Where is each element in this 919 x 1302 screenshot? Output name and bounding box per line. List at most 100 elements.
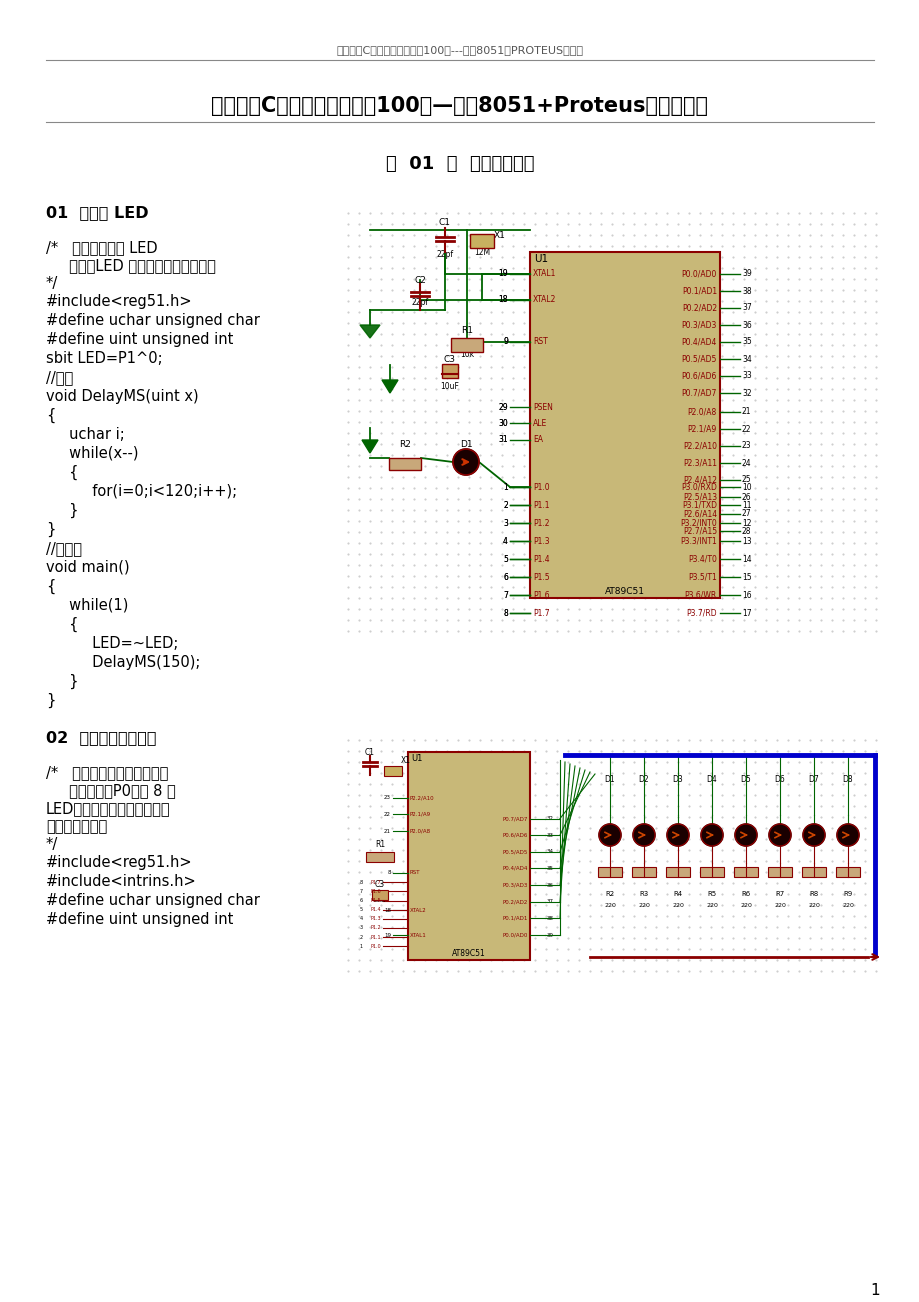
- Text: P0.5/AD5: P0.5/AD5: [502, 849, 528, 854]
- Text: P3.5/T1: P3.5/T1: [687, 573, 716, 582]
- Circle shape: [632, 824, 654, 846]
- Bar: [529, 253, 720, 598]
- Text: D8: D8: [842, 775, 853, 784]
- Text: 39: 39: [742, 270, 751, 279]
- Text: {: {: [46, 617, 78, 633]
- Text: 4: 4: [503, 536, 507, 546]
- Bar: [801, 867, 825, 878]
- Text: 10uF: 10uF: [372, 898, 387, 904]
- Text: 26: 26: [742, 492, 751, 501]
- Text: P0.5/AD5: P0.5/AD5: [681, 354, 716, 363]
- Text: P0.6/AD6: P0.6/AD6: [681, 371, 716, 380]
- Text: P3.0/RXD: P3.0/RXD: [680, 483, 716, 491]
- Text: 29: 29: [498, 402, 507, 411]
- Text: P1.0: P1.0: [370, 944, 380, 949]
- Text: P1.1: P1.1: [532, 500, 549, 509]
- Text: 220: 220: [705, 904, 717, 907]
- Text: P2.0/A8: P2.0/A8: [410, 828, 431, 833]
- Text: //主程序: //主程序: [46, 542, 82, 556]
- Text: */: */: [46, 837, 58, 852]
- Text: 27: 27: [742, 509, 751, 518]
- Text: }: }: [46, 503, 78, 518]
- Text: AT89C51: AT89C51: [451, 949, 485, 958]
- Text: U1: U1: [411, 754, 422, 763]
- Text: XTAL1: XTAL1: [410, 932, 426, 937]
- Text: /*   名称：从左到右的流水灯: /* 名称：从左到右的流水灯: [46, 766, 168, 780]
- Text: 12M: 12M: [473, 247, 490, 256]
- Text: R9: R9: [843, 891, 852, 897]
- Text: 4: 4: [359, 917, 363, 922]
- Text: R1: R1: [375, 840, 385, 849]
- Text: R8: R8: [809, 891, 818, 897]
- Text: #define uchar unsigned char: #define uchar unsigned char: [46, 893, 259, 907]
- Text: {: {: [46, 579, 55, 594]
- Text: #define uchar unsigned char: #define uchar unsigned char: [46, 312, 259, 328]
- Bar: [389, 458, 421, 470]
- Text: P0.4/AD4: P0.4/AD4: [502, 866, 528, 871]
- Text: R7: R7: [775, 891, 784, 897]
- Bar: [371, 891, 388, 900]
- Text: 15: 15: [742, 573, 751, 582]
- Text: C1: C1: [438, 217, 450, 227]
- Text: 18: 18: [383, 907, 391, 913]
- Text: {: {: [46, 408, 55, 423]
- Text: 6: 6: [503, 573, 507, 582]
- Text: while(x--): while(x--): [46, 447, 139, 461]
- Text: #include<intrins.h>: #include<intrins.h>: [46, 874, 197, 889]
- Text: P1.6: P1.6: [532, 591, 549, 599]
- Text: 32: 32: [742, 388, 751, 397]
- Text: P1.1: P1.1: [370, 935, 380, 940]
- Polygon shape: [359, 326, 380, 339]
- Text: 《单片朼C语言程序设计实训100例---基于8051和PROTEUS仿真》: 《单片朼C语言程序设计实训100例---基于8051和PROTEUS仿真》: [336, 46, 583, 55]
- Text: void main(): void main(): [46, 560, 130, 575]
- Text: XTAL2: XTAL2: [532, 296, 556, 305]
- Text: P3.6/WR: P3.6/WR: [684, 591, 716, 599]
- Text: 28: 28: [742, 526, 751, 535]
- Text: P0.1/AD1: P0.1/AD1: [681, 286, 716, 296]
- Text: D1: D1: [460, 440, 471, 449]
- Bar: [631, 867, 655, 878]
- Text: 3: 3: [503, 518, 507, 527]
- Text: 产生走马灯效果: 产生走马灯效果: [46, 819, 108, 835]
- Text: P1.7: P1.7: [370, 880, 380, 884]
- Text: P0.0/AD0: P0.0/AD0: [502, 932, 528, 937]
- Text: 23: 23: [383, 796, 391, 801]
- Text: 22pf: 22pf: [411, 298, 428, 307]
- Text: P1.3: P1.3: [532, 536, 549, 546]
- Text: XTAL2: XTAL2: [410, 907, 426, 913]
- Bar: [699, 867, 723, 878]
- Text: while(1): while(1): [46, 598, 129, 613]
- Text: 36: 36: [547, 883, 553, 888]
- Text: 21: 21: [742, 408, 751, 417]
- Text: 24: 24: [742, 458, 751, 467]
- Text: 19: 19: [498, 270, 507, 279]
- Text: D6: D6: [774, 775, 785, 784]
- Text: P0.4/AD4: P0.4/AD4: [681, 337, 716, 346]
- Text: D2: D2: [638, 775, 649, 784]
- Text: #include<reg51.h>: #include<reg51.h>: [46, 855, 192, 870]
- Text: P2.1/A9: P2.1/A9: [410, 812, 431, 816]
- Text: 4: 4: [503, 536, 507, 546]
- Text: AT89C51: AT89C51: [605, 587, 644, 596]
- Text: 10: 10: [742, 483, 751, 491]
- Text: C1: C1: [365, 749, 375, 756]
- Circle shape: [802, 824, 824, 846]
- Text: D5: D5: [740, 775, 751, 784]
- Text: 19: 19: [498, 270, 507, 279]
- Text: P2.4/A12: P2.4/A12: [682, 475, 716, 484]
- Text: 3: 3: [503, 518, 507, 527]
- Text: 18: 18: [498, 296, 507, 305]
- Text: 1: 1: [869, 1282, 879, 1298]
- Text: 23: 23: [742, 441, 751, 450]
- Text: PSEN: PSEN: [532, 402, 552, 411]
- Text: LED从左到右循环依次点亮，: LED从左到右循环依次点亮，: [46, 801, 170, 816]
- Bar: [597, 867, 621, 878]
- Text: 7: 7: [503, 591, 507, 599]
- Text: P0.3/AD3: P0.3/AD3: [681, 320, 716, 329]
- Text: P1.2: P1.2: [532, 518, 549, 527]
- Text: 22: 22: [383, 812, 391, 816]
- Circle shape: [598, 824, 620, 846]
- Text: D1: D1: [604, 775, 615, 784]
- Text: R2: R2: [605, 891, 614, 897]
- Text: 5: 5: [503, 555, 507, 564]
